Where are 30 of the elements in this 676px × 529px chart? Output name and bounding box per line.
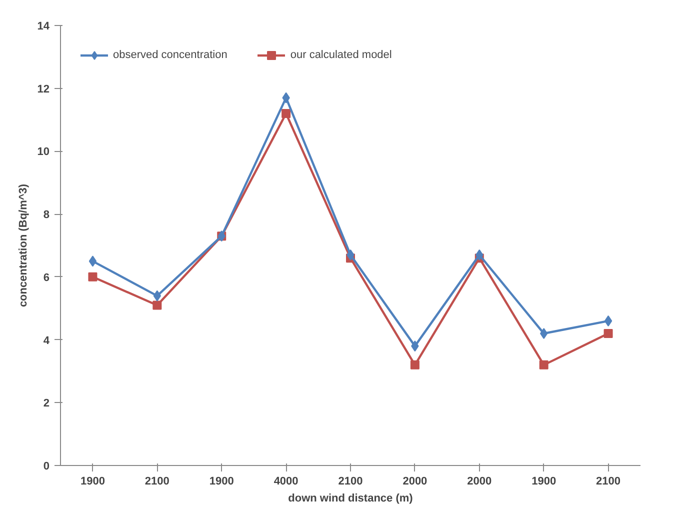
x-tick-label: 2100 xyxy=(338,476,363,488)
x-tick-label: 2100 xyxy=(144,476,170,488)
x-tick-label: 2000 xyxy=(467,476,492,488)
y-tick-label: 4 xyxy=(43,334,50,347)
x-axis-title: down wind distance (m) xyxy=(288,492,414,504)
point xyxy=(604,329,613,338)
point xyxy=(540,328,548,339)
point xyxy=(539,360,548,370)
legend-label: our calculated model xyxy=(290,49,392,61)
y-tick-label: 12 xyxy=(37,83,50,96)
x-tick-label: 2100 xyxy=(596,476,621,488)
x-tick-label: 1900 xyxy=(209,476,234,488)
point xyxy=(604,315,612,326)
y-tick-label: 6 xyxy=(43,272,50,284)
point xyxy=(88,272,98,282)
point xyxy=(410,360,420,370)
y-tick-label: 10 xyxy=(37,146,50,158)
y-axis-title: concentration (Bq/m^3) xyxy=(17,184,30,308)
x-tick-label: 4000 xyxy=(274,476,298,488)
y-tick-label: 0 xyxy=(43,460,50,472)
legend-label: observed concentration xyxy=(113,49,228,61)
y-tick-label: 8 xyxy=(43,209,50,222)
y-tick-label: 2 xyxy=(43,398,50,410)
x-tick-label: 1900 xyxy=(80,476,105,488)
point xyxy=(282,109,291,118)
y-tick-label: 14 xyxy=(37,20,50,32)
point xyxy=(152,300,162,310)
x-tick-label: 2000 xyxy=(402,476,428,488)
point xyxy=(88,256,97,267)
x-tick-label: 1900 xyxy=(532,476,556,488)
